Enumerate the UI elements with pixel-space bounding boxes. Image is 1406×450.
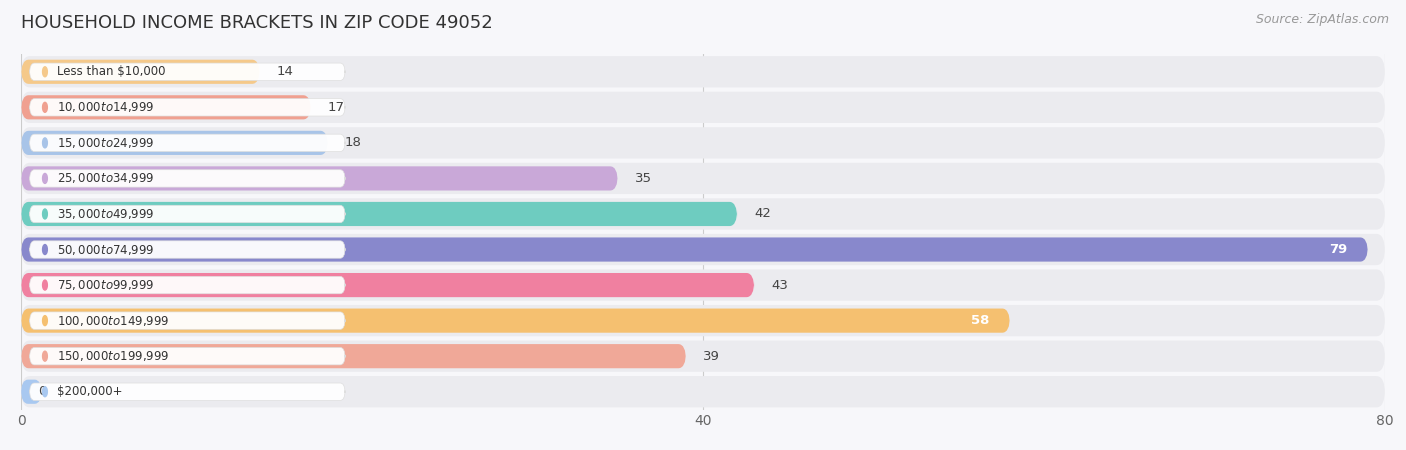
FancyBboxPatch shape	[21, 309, 1010, 333]
FancyBboxPatch shape	[21, 341, 1385, 372]
Text: 18: 18	[344, 136, 361, 149]
FancyBboxPatch shape	[21, 273, 754, 297]
FancyBboxPatch shape	[21, 380, 42, 404]
Text: $200,000+: $200,000+	[56, 385, 122, 398]
Text: 58: 58	[972, 314, 990, 327]
Text: $35,000 to $49,999: $35,000 to $49,999	[56, 207, 155, 221]
Text: HOUSEHOLD INCOME BRACKETS IN ZIP CODE 49052: HOUSEHOLD INCOME BRACKETS IN ZIP CODE 49…	[21, 14, 494, 32]
Circle shape	[42, 67, 48, 77]
Text: 35: 35	[636, 172, 652, 185]
FancyBboxPatch shape	[30, 312, 344, 329]
Text: 14: 14	[277, 65, 294, 78]
FancyBboxPatch shape	[21, 198, 1385, 230]
FancyBboxPatch shape	[21, 166, 617, 190]
Text: $50,000 to $74,999: $50,000 to $74,999	[56, 243, 155, 256]
FancyBboxPatch shape	[21, 163, 1385, 194]
FancyBboxPatch shape	[21, 95, 311, 119]
Text: $75,000 to $99,999: $75,000 to $99,999	[56, 278, 155, 292]
Text: 43: 43	[772, 279, 789, 292]
Text: 79: 79	[1329, 243, 1347, 256]
Circle shape	[42, 173, 48, 184]
FancyBboxPatch shape	[30, 170, 344, 187]
FancyBboxPatch shape	[21, 127, 1385, 158]
Circle shape	[42, 209, 48, 219]
Circle shape	[42, 138, 48, 148]
FancyBboxPatch shape	[30, 383, 344, 400]
Text: 0: 0	[38, 385, 46, 398]
FancyBboxPatch shape	[21, 376, 1385, 407]
FancyBboxPatch shape	[21, 56, 1385, 87]
FancyBboxPatch shape	[30, 276, 344, 294]
FancyBboxPatch shape	[30, 63, 344, 81]
FancyBboxPatch shape	[30, 205, 344, 223]
FancyBboxPatch shape	[21, 270, 1385, 301]
Text: $100,000 to $149,999: $100,000 to $149,999	[56, 314, 169, 328]
Text: $25,000 to $34,999: $25,000 to $34,999	[56, 171, 155, 185]
Text: $150,000 to $199,999: $150,000 to $199,999	[56, 349, 169, 363]
FancyBboxPatch shape	[30, 241, 344, 258]
Circle shape	[42, 351, 48, 361]
Text: Less than $10,000: Less than $10,000	[56, 65, 166, 78]
FancyBboxPatch shape	[30, 134, 344, 152]
FancyBboxPatch shape	[21, 344, 686, 368]
FancyBboxPatch shape	[30, 347, 344, 365]
Text: Source: ZipAtlas.com: Source: ZipAtlas.com	[1256, 14, 1389, 27]
Text: $10,000 to $14,999: $10,000 to $14,999	[56, 100, 155, 114]
Circle shape	[42, 387, 48, 397]
Text: 39: 39	[703, 350, 720, 363]
FancyBboxPatch shape	[21, 234, 1385, 265]
Circle shape	[42, 102, 48, 112]
Circle shape	[42, 244, 48, 255]
FancyBboxPatch shape	[21, 92, 1385, 123]
FancyBboxPatch shape	[21, 305, 1385, 336]
Text: $15,000 to $24,999: $15,000 to $24,999	[56, 136, 155, 150]
Circle shape	[42, 280, 48, 290]
Text: 42: 42	[754, 207, 770, 220]
FancyBboxPatch shape	[21, 131, 328, 155]
Text: 17: 17	[328, 101, 344, 114]
FancyBboxPatch shape	[30, 99, 344, 116]
Circle shape	[42, 315, 48, 326]
FancyBboxPatch shape	[21, 238, 1368, 261]
FancyBboxPatch shape	[21, 202, 737, 226]
FancyBboxPatch shape	[21, 60, 260, 84]
